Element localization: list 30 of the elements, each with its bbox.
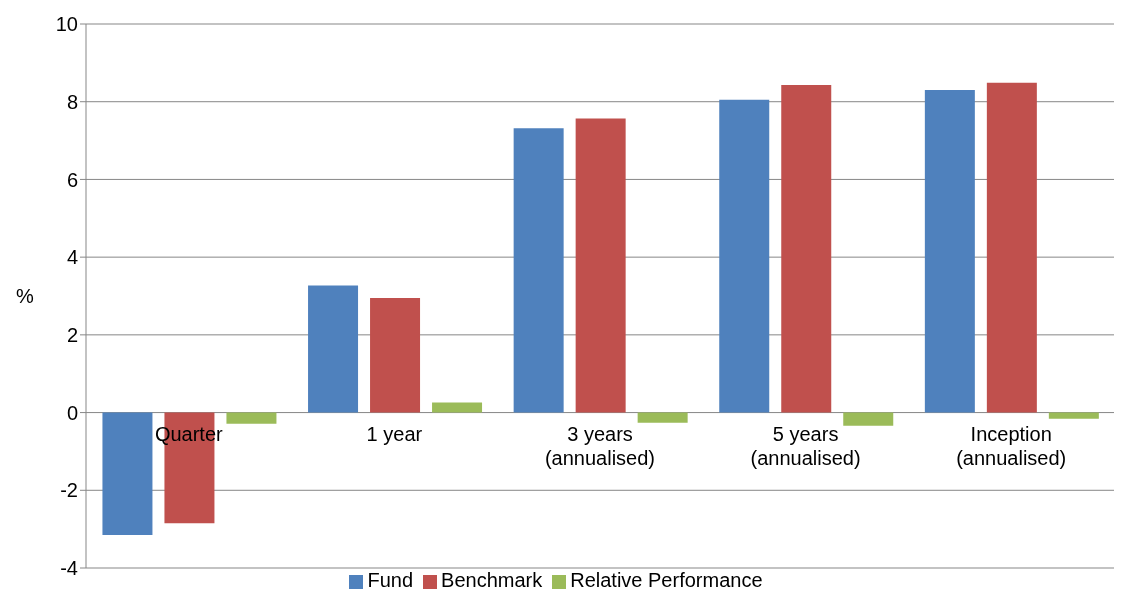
bar — [370, 297, 421, 413]
y-tick-label: 10 — [55, 13, 78, 36]
bar — [843, 412, 894, 426]
legend-label: Fund — [367, 569, 414, 591]
bar — [719, 99, 770, 413]
legend-label: Relative Performance — [570, 569, 763, 591]
bar — [308, 285, 359, 413]
bar — [432, 402, 483, 413]
y-axis-title: % — [16, 285, 34, 308]
x-tick-label: Inception (annualised) — [956, 422, 1067, 469]
y-tick-label: 4 — [66, 246, 78, 269]
bar — [513, 128, 564, 413]
bar — [575, 118, 626, 413]
y-tick-label: 6 — [66, 168, 78, 191]
x-tick-label: 3 years (annualised) — [544, 422, 656, 469]
y-tick-label: 0 — [66, 401, 78, 424]
x-tick-label: 5 years (annualised) — [750, 422, 861, 469]
legend-label: Benchmark — [441, 569, 543, 591]
y-tick-label: 2 — [66, 323, 78, 346]
bar — [226, 412, 277, 424]
y-tick-label: -4 — [60, 557, 78, 580]
y-tick-label: 8 — [66, 90, 78, 113]
bar — [102, 412, 153, 535]
bar — [781, 85, 832, 413]
x-tick-label: 1 year — [366, 422, 423, 445]
bar — [1048, 412, 1099, 419]
bar — [637, 412, 688, 423]
bar — [986, 82, 1037, 413]
bar — [924, 90, 975, 413]
y-tick-label: -2 — [60, 479, 78, 502]
